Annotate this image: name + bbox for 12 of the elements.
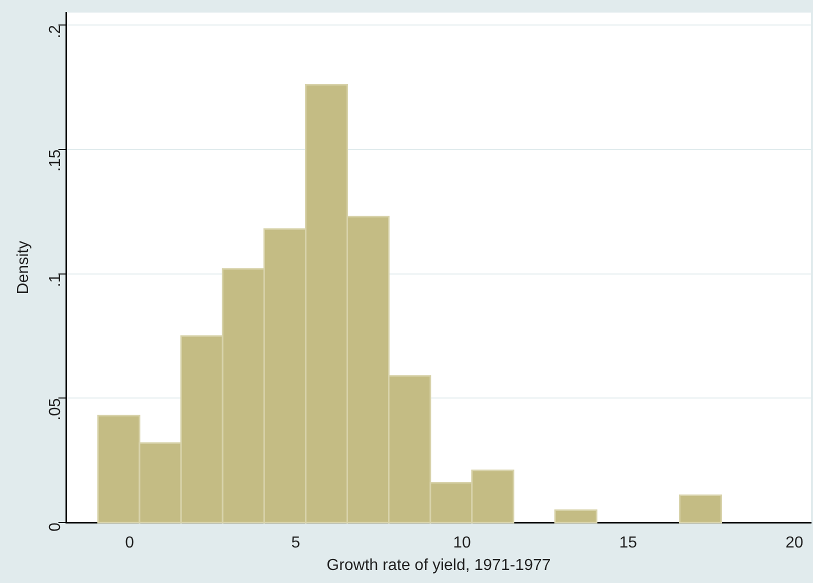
y-tick-label: .2: [46, 24, 64, 38]
x-tick-label: 15: [619, 534, 638, 552]
y-axis-title: Density: [15, 240, 32, 294]
x-tick-label: 0: [125, 534, 134, 552]
y-tick-label: .05: [46, 398, 64, 420]
y-tick-label: .15: [46, 149, 64, 172]
y-tick-label: 0: [46, 522, 64, 532]
x-axis-title: Growth rate of yield, 1971-1977: [326, 556, 551, 574]
x-tick-label: 5: [291, 534, 300, 552]
y-tick-label: .1: [46, 274, 64, 288]
x-tick-label: 10: [453, 534, 471, 552]
x-tick-label: 20: [785, 534, 804, 552]
